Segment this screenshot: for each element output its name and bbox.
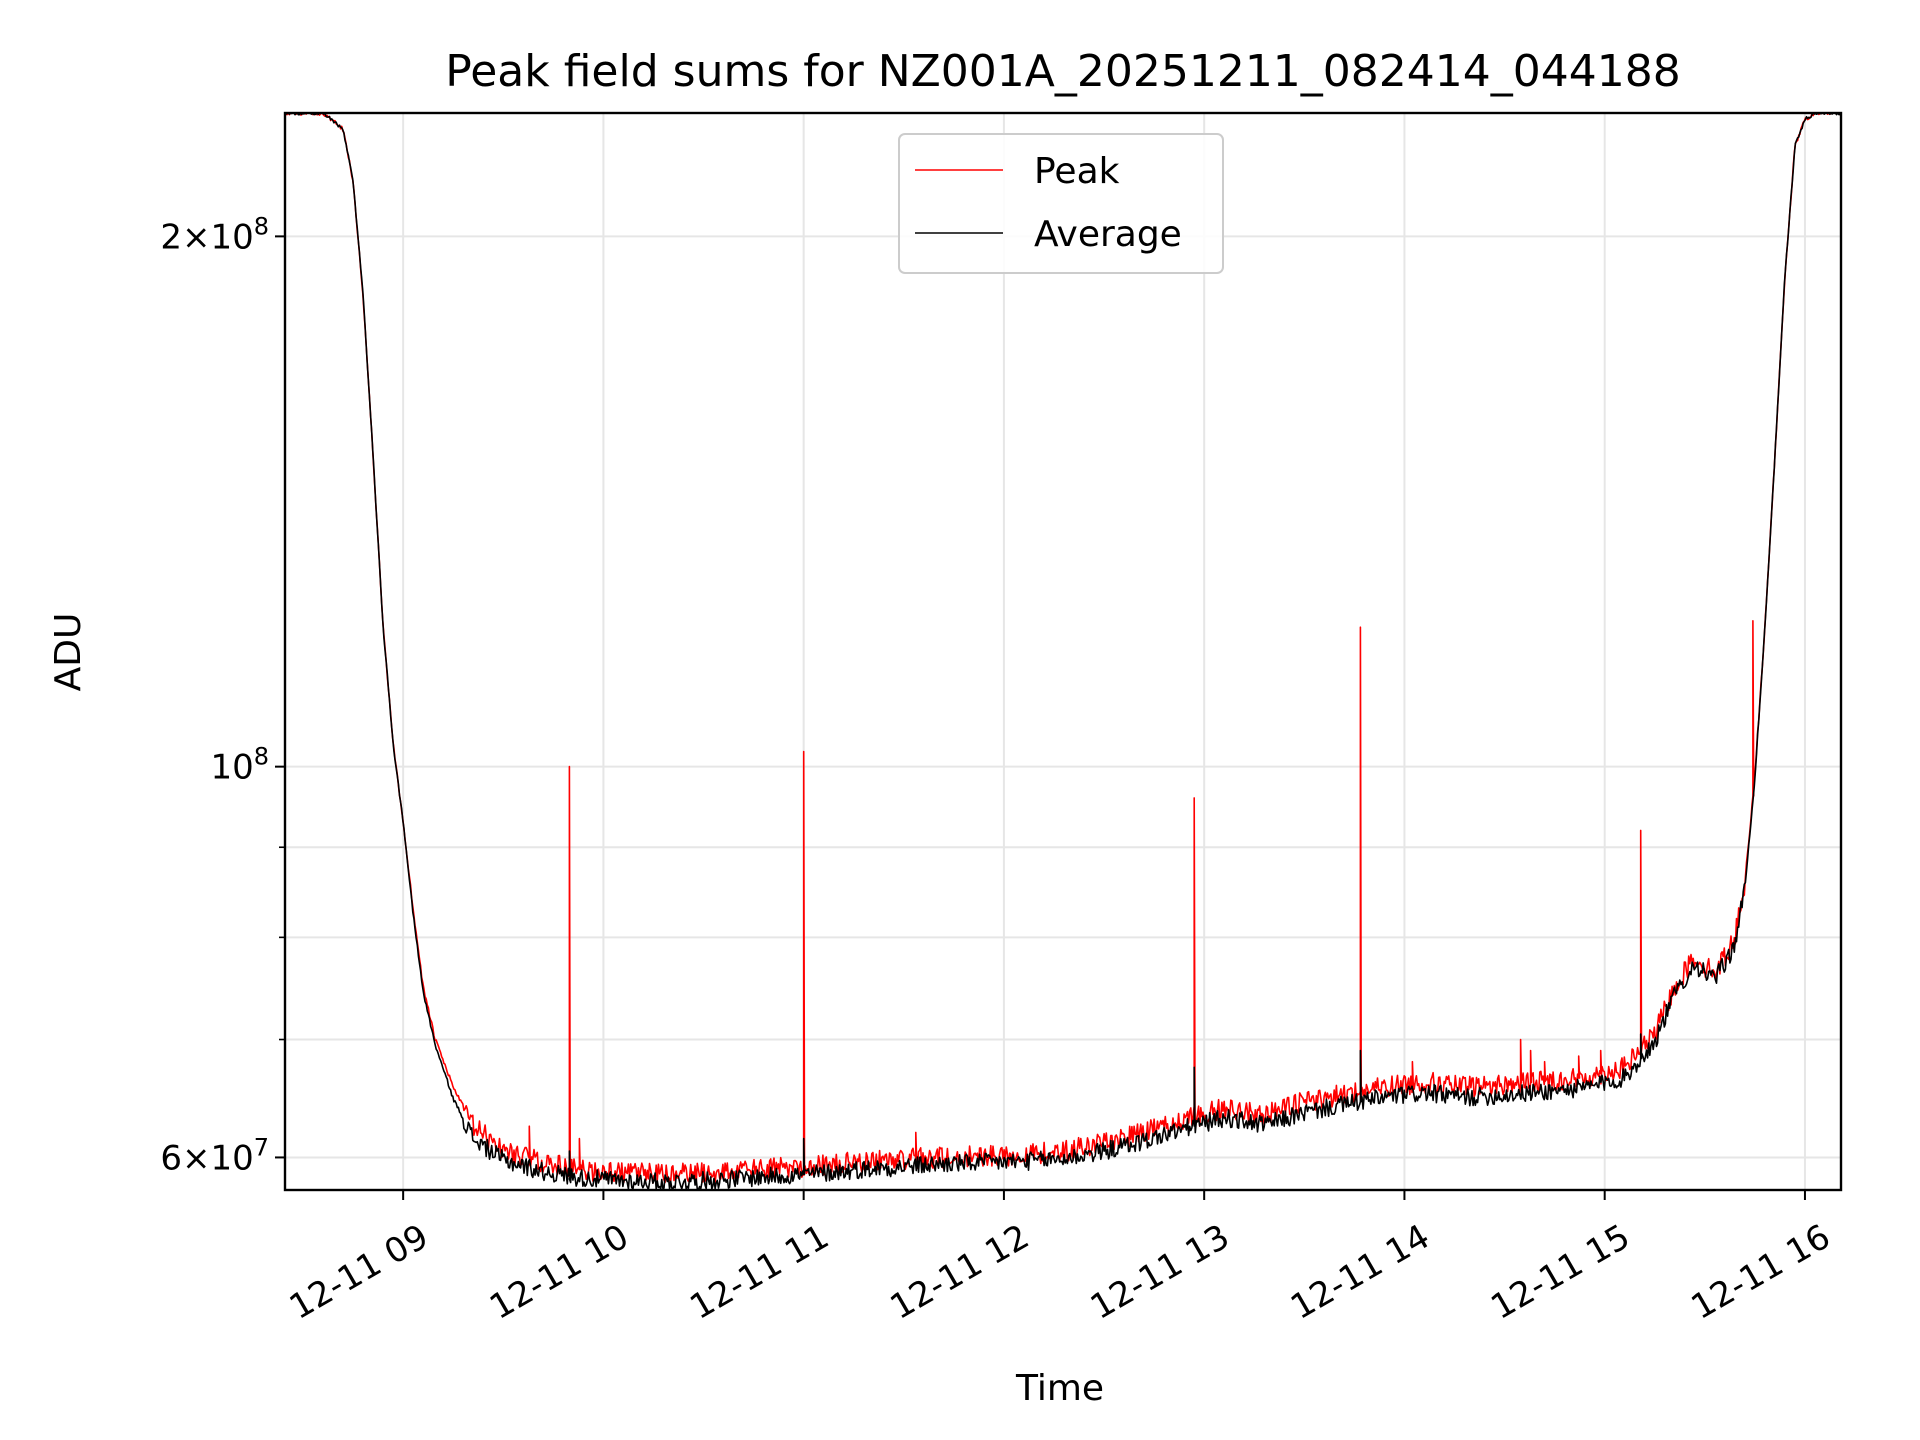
legend: Peak Average (898, 133, 1224, 274)
x-axis-label: Time (1015, 1368, 1104, 1409)
y-tick-label: 108 (210, 743, 269, 788)
chart-title: Peak field sums for NZ001A_20251211_0824… (445, 46, 1680, 97)
legend-label-peak: Peak (1034, 151, 1120, 192)
y-tick-label: 6×107 (160, 1133, 269, 1178)
series-peak-line (285, 113, 1841, 1184)
y-tick-label: 2×108 (160, 212, 269, 257)
y-axis-label: ADU (48, 613, 89, 692)
legend-box (898, 133, 1224, 274)
series-layer (285, 113, 1841, 1190)
series-average-line (285, 113, 1841, 1190)
plot-frame (283, 111, 1843, 1192)
legend-label-average: Average (1034, 214, 1182, 255)
